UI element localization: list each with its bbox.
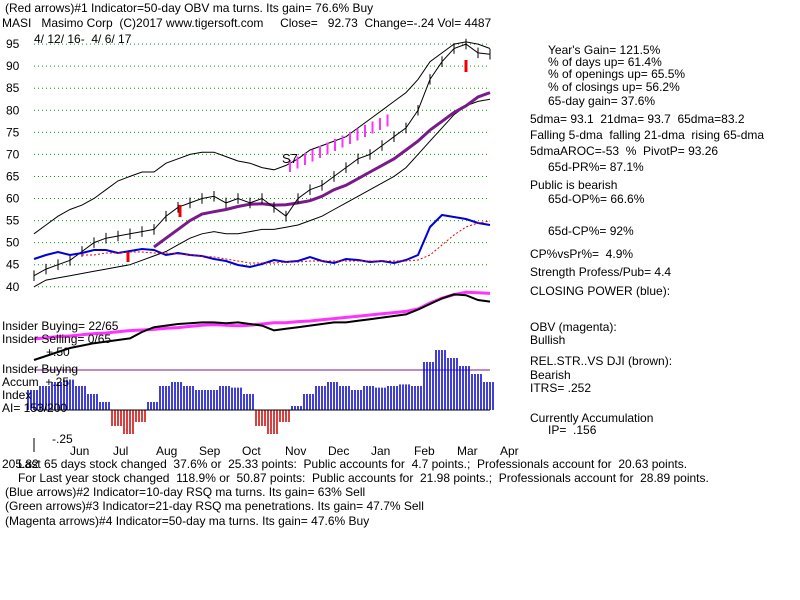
- relstr-label: REL.STR..VS DJI (brown):: [530, 354, 673, 368]
- op-percent: 65d-OP%= 66.6%: [548, 192, 645, 206]
- axis-ticks: 40 45 50 55 60 65 70 75 80 85 90 95 Jun Jul Aug Sep Oct N…: [6, 37, 519, 458]
- y-tick-label: 95: [6, 37, 20, 51]
- accum-label: Accum +.25: [2, 375, 70, 389]
- x-tick-label: Oct: [242, 444, 261, 458]
- accumulation-index-panel: [27, 350, 494, 434]
- obv-line: [33, 290, 491, 341]
- date-range: 4/ 12/ 16- 4/ 6/ 17: [34, 32, 132, 46]
- y-tick-label: 65: [6, 169, 20, 183]
- y-tick-label: 60: [6, 192, 20, 206]
- x-tick-label: Apr: [500, 444, 519, 458]
- signal-markers: [126, 60, 468, 262]
- y-tick-label: 70: [6, 147, 20, 161]
- last-year: For Last year stock changed 118.9% or 50…: [18, 471, 709, 485]
- x-tick-label: Jul: [113, 444, 128, 458]
- insider-selling: Insider Selling= 0/65: [2, 332, 112, 346]
- close-line: [33, 43, 491, 277]
- index-label: Index: [2, 388, 32, 402]
- rel-strength-line: [33, 293, 491, 361]
- x-tick-label: Jan: [371, 444, 390, 458]
- indicator-1-line: (Red arrows)#1 Indicator=50-day OBV ma t…: [5, 1, 374, 15]
- closing-power-line: [33, 213, 491, 269]
- x-tick-label: Aug: [156, 444, 177, 458]
- accumulation-status: Currently Accumulation: [530, 411, 654, 425]
- y-tick-label: 50: [6, 236, 20, 250]
- days-up: % of days up= 61.4%: [548, 55, 662, 69]
- y-tick-label: 90: [6, 59, 20, 73]
- public-status: Public is bearish: [530, 178, 618, 192]
- price-bars: [33, 38, 491, 282]
- cp-vs-pr: CP%vsPr%= 4.9%: [530, 247, 634, 261]
- x-tick-label: Dec: [328, 444, 349, 458]
- x-tick-label: Mar: [457, 444, 478, 458]
- x-tick-label: Jun: [70, 444, 89, 458]
- y-tick-label: 55: [6, 214, 20, 228]
- closing-power-panel: [33, 213, 491, 269]
- ma-direction: Falling 5-dma falling 21-dma rising 65-d…: [530, 128, 765, 142]
- closings-up: % of closings up= 56.2%: [548, 80, 680, 94]
- ma-values: 5dma= 93.1 21dma= 93.7 65dma=83.2: [530, 112, 745, 126]
- x-tick-label: Feb: [414, 444, 435, 458]
- insider-buying-2: Insider Buying: [2, 362, 79, 376]
- ai-value: AI= 153/200: [2, 401, 68, 415]
- relative-strength-panel: [33, 293, 491, 371]
- last-65-days: Last 65 days stock changed 37.6% or 25.3…: [18, 457, 688, 471]
- obv-panel: [33, 290, 491, 341]
- y-tick-label: 85: [6, 81, 20, 95]
- cp-percent: 65d-CP%= 92%: [548, 224, 634, 238]
- indicator-2-line: (Blue arrows)#2 Indicator=10-day RSQ ma …: [5, 485, 366, 499]
- y-tick-label: 40: [6, 280, 20, 294]
- obv-status: Bullish: [530, 333, 566, 347]
- ma-65-line: [153, 91, 491, 249]
- itrs-value: ITRS= .252: [530, 381, 592, 395]
- y-tick-label: 75: [6, 125, 20, 139]
- x-tick-label: Sep: [199, 444, 221, 458]
- s7-annotation: S7: [282, 151, 298, 166]
- aroc-pivot: 5dmaAROC=-53 % PivotP= 93.26: [530, 144, 719, 158]
- indicator-4-line: (Magenta arrows)#4 Indicator=50-day ma t…: [5, 514, 370, 528]
- insider-buying: Insider Buying= 22/65: [2, 319, 119, 333]
- years-gain: Year's Gain= 121.5%: [548, 43, 661, 57]
- overlap-value: 205.82: [2, 457, 39, 471]
- y-tick-label: 45: [6, 258, 20, 272]
- strength-ratio: Strength Profess/Pub= 4.4: [530, 265, 672, 279]
- closing-power-ma: [82, 220, 491, 264]
- x-tick-label: Nov: [285, 444, 306, 458]
- gain-65day: 65-day gain= 37.6%: [548, 94, 656, 108]
- ma-65-line: [153, 91, 491, 249]
- price-bands: [33, 41, 491, 288]
- closing-power-label: CLOSING POWER (blue):: [530, 284, 671, 298]
- lower-band-line: [33, 98, 491, 288]
- y-tick-label: 80: [6, 103, 20, 117]
- relstr-status: Bearish: [530, 368, 571, 382]
- obv-label: OBV (magenta):: [530, 320, 617, 334]
- pr-percent: 65d-PR%= 87.1%: [548, 160, 644, 174]
- plus-50-label: +.50: [46, 345, 70, 359]
- indicator-3-line: (Green arrows)#3 Indicator=21-day RSQ ma…: [5, 499, 424, 513]
- ticker-header: MASI Masimo Corp (C)2017 www.tigersoft.c…: [2, 16, 492, 30]
- upper-band-line: [33, 41, 491, 235]
- minus-25-label: -.25: [52, 432, 73, 446]
- ip-value: IP= .156: [548, 423, 597, 437]
- openings-up: % of openings up= 65.5%: [548, 67, 686, 81]
